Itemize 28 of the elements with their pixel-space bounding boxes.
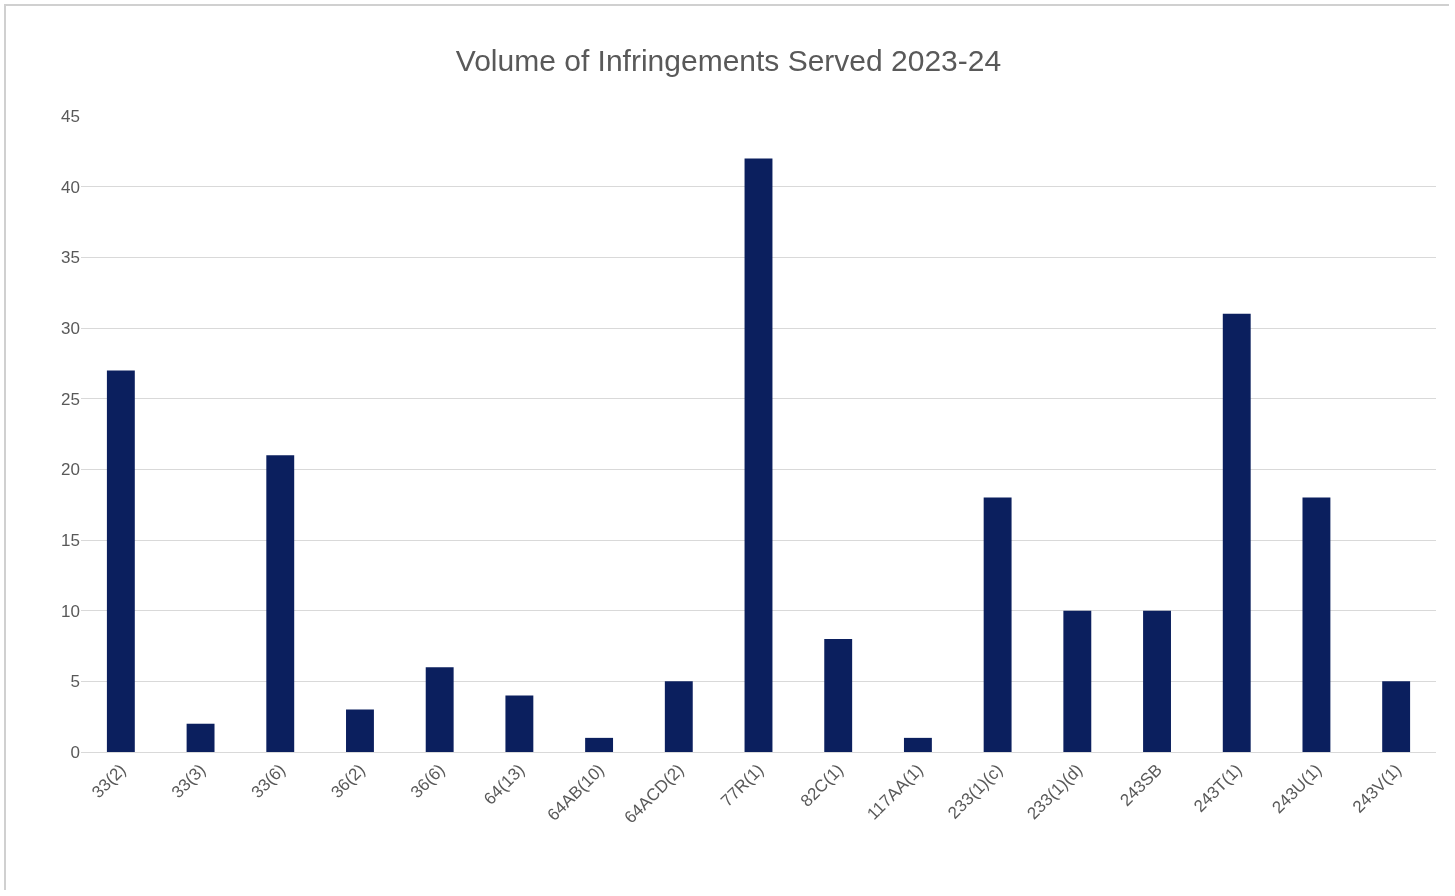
bar: [106, 370, 135, 752]
bar: [903, 737, 932, 752]
y-tick-label: 35: [61, 248, 80, 268]
y-tick-label: 40: [61, 177, 80, 197]
y-tick-label: 30: [61, 318, 80, 338]
bar: [505, 695, 534, 752]
bar: [266, 455, 295, 752]
bar: [983, 497, 1012, 752]
bar: [1063, 610, 1092, 752]
bar: [346, 709, 374, 752]
bar: [585, 737, 614, 752]
y-tick-label: 20: [61, 460, 80, 480]
y-tick-label: 0: [70, 742, 80, 762]
y-tick-label: 45: [61, 106, 80, 126]
bar: [1382, 681, 1411, 752]
y-tick-label: 10: [61, 601, 80, 621]
bar: [824, 638, 853, 752]
chart-title: Volume of Infringements Served 2023-24: [455, 44, 1002, 78]
bar: [186, 723, 215, 752]
y-tick-label: 25: [61, 389, 80, 409]
bar: [664, 681, 693, 752]
bar: [425, 667, 454, 752]
bar: [1222, 313, 1251, 752]
bar: [1143, 610, 1171, 752]
bar: [744, 158, 773, 752]
y-tick-label: 5: [70, 672, 80, 692]
bar: [1302, 497, 1331, 752]
y-tick-label: 15: [61, 530, 80, 550]
